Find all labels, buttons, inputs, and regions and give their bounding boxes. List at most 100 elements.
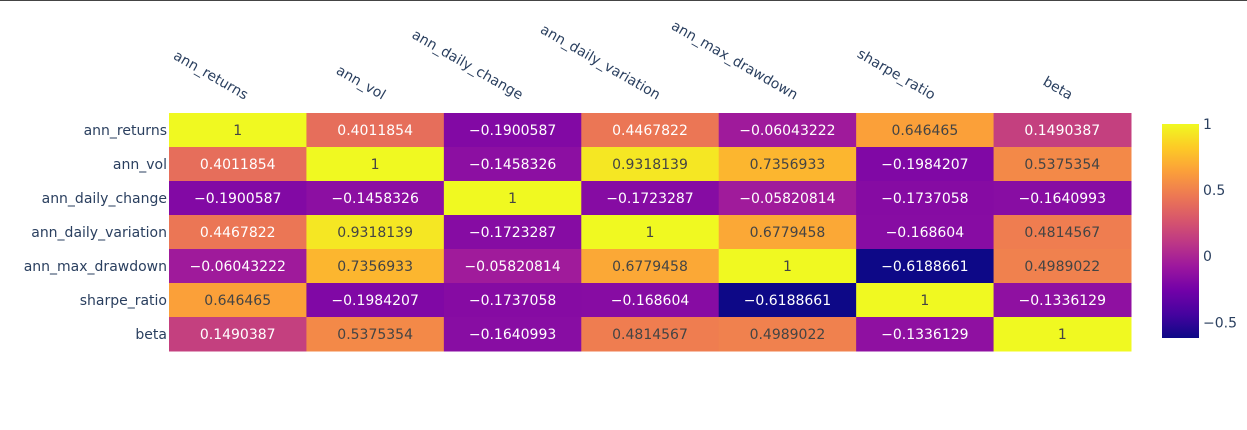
cell-value-label: 0.5375354 bbox=[337, 327, 413, 343]
heatmap-cell-ann_daily_variation-ann_max_drawdown bbox=[718, 215, 857, 250]
cell-value-label: −0.1984207 bbox=[331, 293, 418, 309]
heatmap-cell-ann_vol-ann_returns bbox=[169, 147, 307, 182]
cell-value-label: −0.1723287 bbox=[469, 225, 556, 241]
cell-value-label: −0.1737058 bbox=[881, 191, 968, 207]
cell-value-label: 0.4814567 bbox=[1024, 225, 1100, 241]
heatmap-cell-ann_daily_change-ann_daily_change bbox=[443, 181, 582, 216]
heatmap-cell-ann_daily_variation-beta bbox=[993, 215, 1132, 250]
heatmap-cell-beta-ann_max_drawdown bbox=[718, 317, 857, 352]
cell-value-label: 0.6779458 bbox=[612, 259, 688, 275]
cell-value-label: −0.06043222 bbox=[190, 259, 286, 275]
heatmap-cell-ann_daily_change-beta bbox=[993, 181, 1132, 216]
heatmap-cell-ann_vol-ann_vol bbox=[306, 147, 445, 182]
cell-value-label: −0.1900587 bbox=[469, 123, 556, 139]
cell-value-label: 0.4467822 bbox=[200, 225, 276, 241]
cell-value-label: 0.646465 bbox=[891, 123, 958, 139]
cell-value-label: −0.05820814 bbox=[464, 259, 560, 275]
heatmap-cell-ann_max_drawdown-ann_daily_change bbox=[443, 249, 582, 284]
x-axis-label: ann_daily_variation bbox=[537, 22, 663, 104]
heatmap-cell-ann_daily_variation-ann_daily_variation bbox=[581, 215, 720, 250]
heatmap-cell-sharpe_ratio-ann_max_drawdown bbox=[718, 283, 857, 318]
cell-value-label: 1 bbox=[783, 259, 792, 275]
cell-value-label: 1 bbox=[1058, 327, 1067, 343]
cell-value-label: −0.1458326 bbox=[469, 157, 557, 173]
heatmap-cell-ann_returns-ann_max_drawdown bbox=[718, 113, 857, 148]
cell-value-label: 0.4814567 bbox=[612, 327, 688, 343]
cell-value-label: −0.168604 bbox=[611, 293, 690, 309]
cell-value-label: −0.1640993 bbox=[469, 327, 556, 343]
heatmap-cell-ann_max_drawdown-ann_daily_variation bbox=[581, 249, 720, 284]
cell-value-label: 0.4011854 bbox=[337, 123, 413, 139]
heatmap-cell-beta-beta bbox=[993, 317, 1132, 352]
cell-value-label: 0.4011854 bbox=[200, 157, 276, 173]
y-axis-label: ann_vol bbox=[113, 157, 167, 173]
heatmap-cell-ann_max_drawdown-ann_vol bbox=[306, 249, 445, 284]
y-axis-label: ann_daily_variation bbox=[31, 225, 167, 241]
cell-value-label: 0.4989022 bbox=[750, 327, 826, 343]
cell-value-label: 0.9318139 bbox=[337, 225, 413, 241]
colorbar-tick-label: 0 bbox=[1203, 249, 1212, 265]
cell-value-label: 1 bbox=[508, 191, 517, 207]
y-axis-label: ann_returns bbox=[84, 123, 167, 139]
heatmap-cell-sharpe_ratio-ann_vol bbox=[306, 283, 445, 318]
heatmap-cell-ann_daily_variation-ann_vol bbox=[306, 215, 445, 250]
y-axis-label: ann_daily_change bbox=[42, 191, 167, 207]
heatmap-cell-ann_vol-sharpe_ratio bbox=[856, 147, 995, 182]
cell-value-label: 1 bbox=[920, 293, 929, 309]
cell-value-label: 1 bbox=[233, 123, 242, 139]
heatmap-cell-ann_returns-beta bbox=[993, 113, 1132, 148]
heatmap-cell-ann_returns-ann_returns bbox=[169, 113, 307, 148]
heatmap-cell-sharpe_ratio-ann_daily_change bbox=[443, 283, 582, 318]
x-axis-label: ann_vol bbox=[333, 63, 388, 104]
heatmap-cell-ann_daily_change-ann_vol bbox=[306, 181, 445, 216]
cell-value-label: 0.7356933 bbox=[750, 157, 826, 173]
y-axis-label: sharpe_ratio bbox=[80, 293, 167, 309]
heatmap-cell-ann_max_drawdown-ann_returns bbox=[169, 249, 307, 284]
heatmap-cell-ann_vol-ann_daily_variation bbox=[581, 147, 720, 182]
heatmap-cell-beta-ann_daily_variation bbox=[581, 317, 720, 352]
x-axis-label: ann_max_drawdown bbox=[668, 18, 800, 103]
heatmap-cell-ann_daily_change-ann_daily_variation bbox=[581, 181, 720, 216]
heatmap-cell-beta-ann_daily_change bbox=[443, 317, 582, 352]
cell-value-label: −0.1640993 bbox=[1019, 191, 1106, 207]
colorbar bbox=[1162, 124, 1199, 338]
cell-value-label: 0.7356933 bbox=[337, 259, 413, 275]
heatmap-cell-sharpe_ratio-sharpe_ratio bbox=[856, 283, 995, 318]
heatmap-cell-ann_vol-beta bbox=[993, 147, 1132, 182]
cell-value-label: 0.9318139 bbox=[612, 157, 688, 173]
cell-value-label: −0.1458326 bbox=[331, 191, 419, 207]
cell-value-label: 0.4989022 bbox=[1024, 259, 1100, 275]
heatmap-cell-beta-sharpe_ratio bbox=[856, 317, 995, 352]
heatmap-cell-ann_max_drawdown-beta bbox=[993, 249, 1132, 284]
heatmap-cell-ann_daily_change-ann_max_drawdown bbox=[718, 181, 857, 216]
heatmap-cell-ann_daily_change-sharpe_ratio bbox=[856, 181, 995, 216]
heatmap-cell-sharpe_ratio-ann_daily_variation bbox=[581, 283, 720, 318]
y-axis-label: ann_max_drawdown bbox=[24, 259, 167, 275]
colorbar-tick-label: 1 bbox=[1203, 117, 1212, 133]
heatmap-cell-beta-ann_vol bbox=[306, 317, 445, 352]
top-border-line bbox=[0, 0, 1247, 1]
cell-value-label: 1 bbox=[371, 157, 380, 173]
x-axis-label: ann_daily_change bbox=[409, 27, 526, 104]
cell-value-label: −0.168604 bbox=[886, 225, 965, 241]
heatmap-cell-ann_max_drawdown-sharpe_ratio bbox=[856, 249, 995, 284]
heatmap-cell-sharpe_ratio-ann_returns bbox=[169, 283, 307, 318]
cell-value-label: 0.1490387 bbox=[1024, 123, 1100, 139]
cell-value-label: 1 bbox=[646, 225, 655, 241]
cell-value-label: −0.05820814 bbox=[739, 191, 835, 207]
heatmap-cell-ann_vol-ann_daily_change bbox=[443, 147, 582, 182]
heatmap-cell-ann_returns-ann_daily_change bbox=[443, 113, 582, 148]
x-axis-label: ann_returns bbox=[170, 48, 250, 104]
heatmap-cell-ann_returns-sharpe_ratio bbox=[856, 113, 995, 148]
x-axis-label: sharpe_ratio bbox=[854, 46, 938, 103]
cell-value-label: 0.1490387 bbox=[200, 327, 276, 343]
colorbar-tick-label: 0.5 bbox=[1203, 183, 1225, 199]
heatmap-cell-ann_daily_variation-ann_returns bbox=[169, 215, 307, 250]
cell-value-label: −0.1723287 bbox=[606, 191, 693, 207]
heatmap-cell-ann_returns-ann_daily_variation bbox=[581, 113, 720, 148]
cell-value-label: −0.6188661 bbox=[744, 293, 831, 309]
heatmap-cell-beta-ann_returns bbox=[169, 317, 307, 352]
heatmap-cell-ann_max_drawdown-ann_max_drawdown bbox=[718, 249, 857, 284]
y-axis-label: beta bbox=[135, 327, 167, 343]
heatmap-cell-ann_returns-ann_vol bbox=[306, 113, 445, 148]
